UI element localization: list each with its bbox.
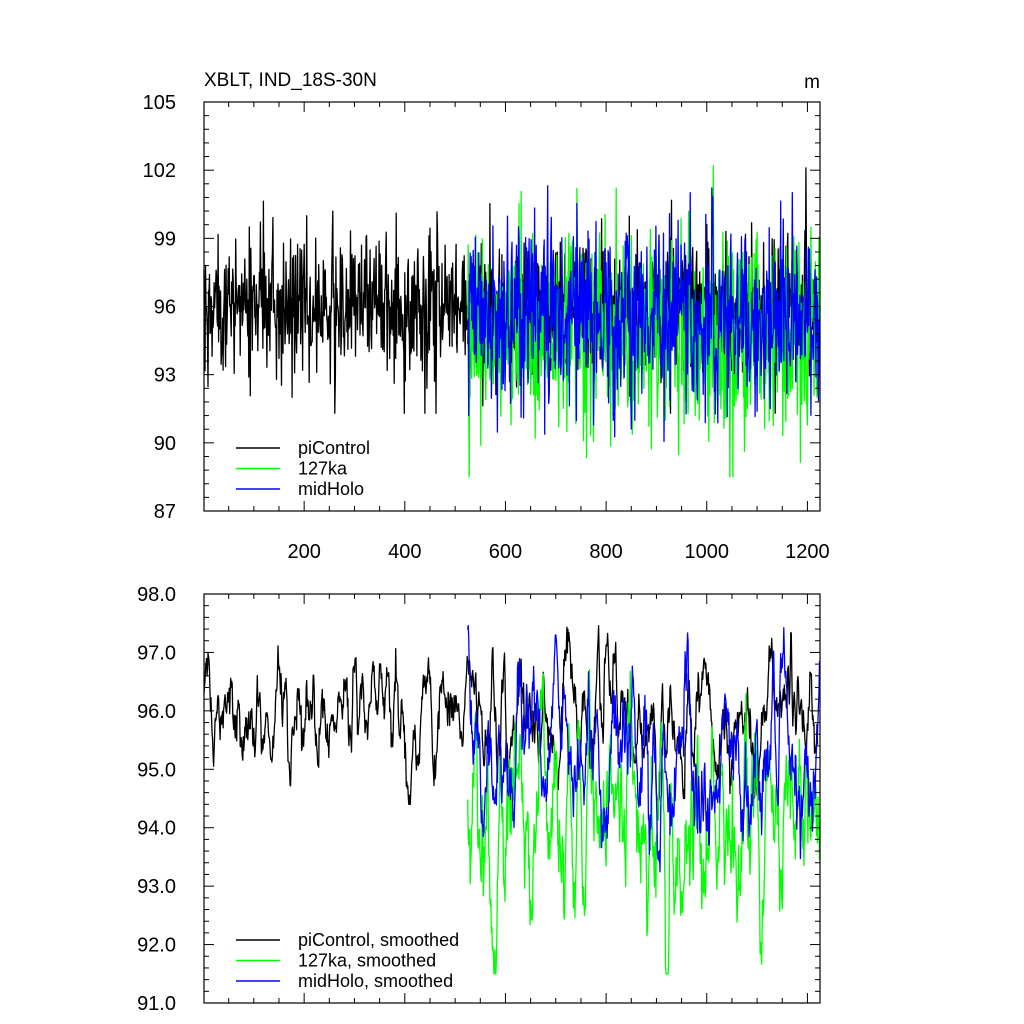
bottom-panel: 91.0 92.0 93.0 94.0 95.0 96.0 97.0 98.0 piContr… (137, 584, 821, 1015)
series-line-midholo-smoothed (467, 624, 821, 873)
chart-title: XBLT, IND_18S-30N (204, 70, 377, 91)
y-tick-label: 99 (154, 228, 176, 250)
series-line-midholo (467, 185, 821, 443)
legend-label: midHolo, smoothed (298, 971, 453, 991)
y-tick-label: 91.0 (137, 993, 176, 1015)
x-tick-label: 600 (489, 541, 522, 563)
top-axis-ticks: 200 400 600 800 1000 1200 87 90 93 96 99 102 105 (143, 92, 830, 563)
units-label: m (804, 72, 820, 93)
legend-label: 127ka, smoothed (298, 951, 436, 971)
x-tick-label: 400 (388, 541, 421, 563)
y-tick-label: 95.0 (137, 759, 176, 781)
y-tick-label: 96 (154, 297, 176, 319)
y-tick-label: 93.0 (137, 876, 176, 898)
series-line-picontrol-smoothed (203, 625, 819, 805)
y-tick-label: 87 (154, 501, 176, 523)
legend-label: piControl (298, 438, 370, 458)
bottom-axis-ticks: 91.0 92.0 93.0 94.0 95.0 96.0 97.0 98.0 (137, 584, 820, 1015)
y-tick-label: 97.0 (137, 642, 176, 664)
y-tick-label: 92.0 (137, 935, 176, 957)
y-tick-label: 93 (154, 365, 176, 387)
bottom-series-group (203, 624, 821, 975)
x-tick-label: 1000 (685, 541, 730, 563)
top-panel: XBLT, IND_18S-30N m 200 400 600 800 1000 1200… (143, 70, 830, 563)
x-tick-label: 800 (589, 541, 622, 563)
y-tick-label: 102 (143, 160, 176, 182)
y-tick-label: 96.0 (137, 701, 176, 723)
y-tick-label: 90 (154, 433, 176, 455)
y-tick-label: 105 (143, 92, 176, 114)
series-line-127ka-smoothed (467, 669, 821, 975)
y-tick-label: 98.0 (137, 584, 176, 606)
top-series-group (203, 164, 821, 478)
legend-label: piControl, smoothed (298, 930, 459, 950)
legend-label: midHolo (298, 479, 364, 499)
legend-label: 127ka (298, 459, 348, 479)
bottom-plot-frame (203, 593, 821, 1004)
x-tick-label: 200 (287, 541, 320, 563)
y-tick-label: 94.0 (137, 818, 176, 840)
x-tick-label: 1200 (785, 541, 830, 563)
